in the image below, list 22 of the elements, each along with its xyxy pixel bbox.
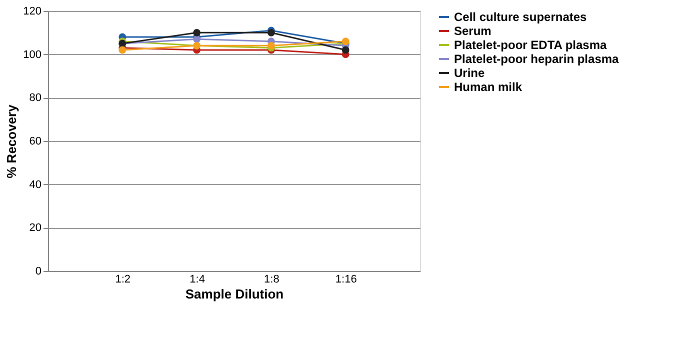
legend-label: Urine [454, 66, 485, 80]
x-tick-label: 1:4 [190, 274, 205, 286]
x-tick-label: 1:2 [115, 274, 131, 286]
x-tick-label: 1:16 [335, 274, 357, 286]
y-tick-label: 20 [29, 222, 42, 234]
x-axis-title: Sample Dilution [185, 286, 284, 302]
legend-label: Cell culture supernates [454, 10, 588, 24]
y-tick-label: 80 [29, 92, 42, 104]
point [342, 46, 350, 54]
point [267, 42, 275, 50]
y-tick-label: 60 [29, 136, 42, 148]
legend-label: Serum [454, 24, 492, 38]
legend-label: Platelet-poor heparin plasma [454, 52, 620, 66]
y-axis-title: % Recovery [4, 104, 20, 178]
y-tick-label: 120 [23, 6, 42, 18]
x-tick-label: 1:8 [264, 274, 280, 286]
legend-label: Platelet-poor EDTA plasma [454, 38, 608, 52]
y-tick-label: 100 [23, 48, 42, 61]
point [193, 28, 201, 36]
y-tick-label: 40 [29, 178, 42, 191]
legend-label: Human milk [454, 80, 522, 94]
y-tick-label: 0 [35, 266, 42, 278]
